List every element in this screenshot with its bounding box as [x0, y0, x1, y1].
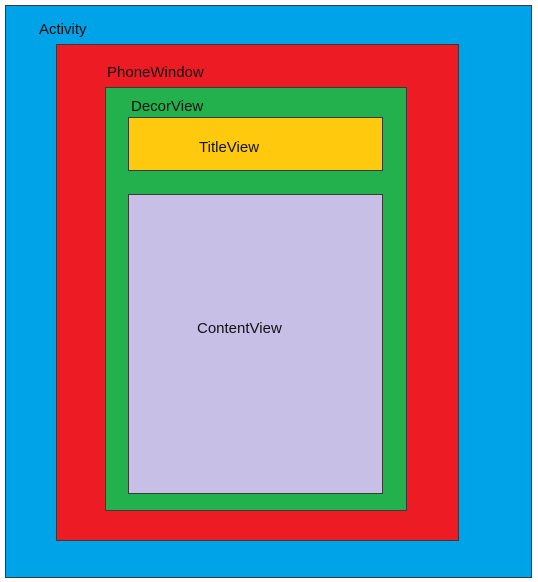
content-view-box [128, 194, 383, 494]
title-view-box [128, 117, 383, 171]
title-view-label: TitleView [199, 139, 260, 156]
phone-window-label: PhoneWindow [107, 64, 204, 81]
activity-label: Activity [39, 21, 87, 38]
content-view-label: ContentView [197, 320, 282, 337]
decor-view-label: DecorView [131, 98, 204, 115]
